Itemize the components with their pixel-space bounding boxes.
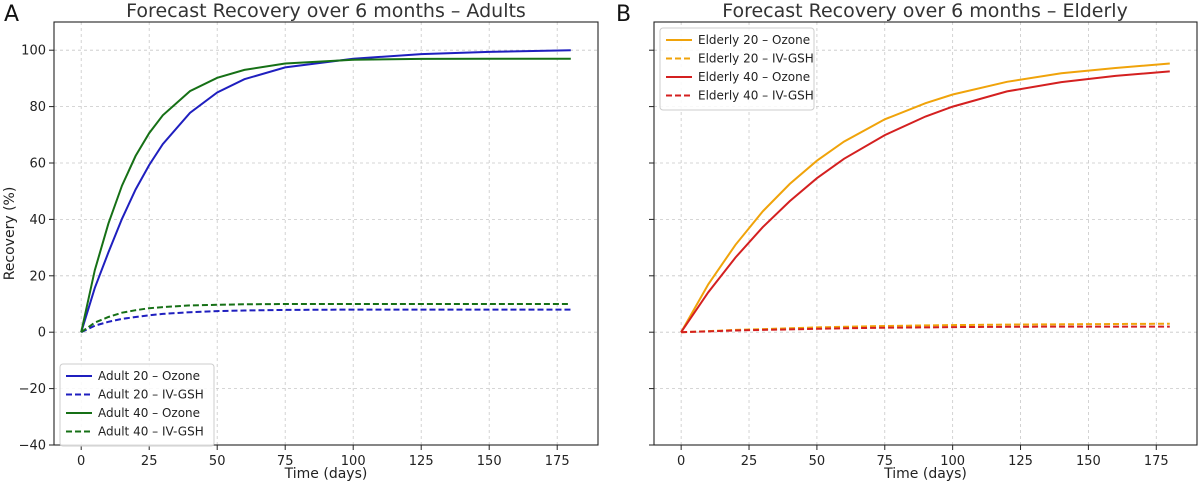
y-axis-label: Recovery (%): [2, 187, 18, 281]
chart-title: Forecast Recovery over 6 months – Adults: [126, 0, 526, 22]
series-line-4: [80, 303, 571, 334]
x-tick-label: 150: [477, 454, 502, 469]
y-tick-label: 80: [29, 100, 46, 115]
x-tick-label: 0: [677, 454, 685, 469]
series-line-1: [680, 62, 1170, 333]
x-tick-label: 100: [341, 454, 366, 469]
y-tick-label: 60: [29, 157, 46, 172]
legend-label: Adult 40 – Ozone: [98, 406, 200, 420]
panel-b: 0 25 50 75 100 125 150 175 Forecast Recovery ove…: [616, 0, 1198, 482]
x-tick-label: 175: [1144, 454, 1169, 469]
panel-a: 0 25 50 75 100 125 150 175 −40 −20 0 20 40 60 80 100 For…: [2, 0, 599, 482]
legend: Adult 20 – Ozone Adult 20 – IV-GSH Adult 4…: [59, 363, 215, 447]
legend-label: Adult 40 – IV-GSH: [98, 425, 204, 439]
legend-label: Elderly 40 – Ozone: [698, 70, 810, 84]
x-tick-label: 25: [141, 454, 158, 469]
plot-frame: [653, 21, 1198, 446]
y-tick-label: −40: [19, 439, 46, 454]
series-line-4: [681, 325, 1170, 334]
legend-box: [659, 27, 815, 111]
legend-label: Adult 20 – Ozone: [98, 369, 200, 383]
legend-label: Adult 20 – IV-GSH: [98, 388, 204, 402]
x-tick-label: 75: [277, 454, 294, 469]
series-line-3: [80, 57, 571, 333]
x-tick-label: 50: [209, 454, 226, 469]
legend-label: Elderly 20 – Ozone: [698, 33, 810, 47]
x-tick-label: 150: [1076, 454, 1101, 469]
plot-frame: [53, 21, 599, 446]
y-tick-label: 40: [29, 213, 46, 228]
y-tick-label: 0: [38, 326, 46, 341]
x-tick-label: 175: [545, 454, 570, 469]
x-tick-label: 125: [1008, 454, 1033, 469]
x-axis-label: Time (days): [284, 466, 368, 482]
y-tick-label: 100: [21, 44, 46, 59]
panel-letter: B: [616, 2, 631, 27]
x-tick-label: 100: [940, 454, 965, 469]
y-tick-label: 20: [29, 269, 46, 284]
chart-title: Forecast Recovery over 6 months – Elderl…: [722, 0, 1128, 22]
x-tick-label: 75: [877, 454, 894, 469]
x-tick-label: 25: [741, 454, 758, 469]
legend-box: [59, 363, 215, 447]
series-line-3: [680, 70, 1170, 333]
x-tick-label: 0: [77, 454, 85, 469]
legend-label: Elderly 40 – IV-GSH: [698, 89, 814, 103]
series-line-1: [80, 49, 571, 333]
x-tick-label: 125: [409, 454, 434, 469]
x-tick-label: 50: [809, 454, 826, 469]
panel-letter: A: [4, 2, 19, 27]
series-line-2: [80, 308, 571, 334]
y-tick-label: −20: [19, 382, 46, 397]
legend: Elderly 20 – Ozone Elderly 20 – IV-GSH Eld…: [659, 27, 815, 111]
x-axis-label: Time (days): [883, 466, 967, 482]
legend-label: Elderly 20 – IV-GSH: [698, 52, 814, 66]
